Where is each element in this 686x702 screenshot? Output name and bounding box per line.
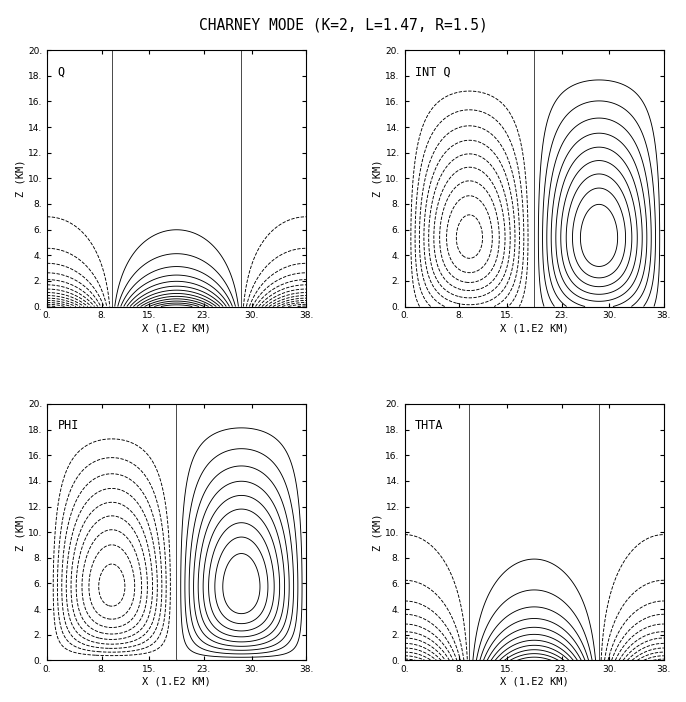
Y-axis label: Z (KM): Z (KM)	[15, 513, 25, 551]
Y-axis label: Z (KM): Z (KM)	[372, 159, 383, 197]
X-axis label: X (1.E2 KM): X (1.E2 KM)	[142, 323, 211, 333]
Text: CHARNEY MODE (K=2, L=1.47, R=1.5): CHARNEY MODE (K=2, L=1.47, R=1.5)	[199, 18, 487, 32]
Y-axis label: Z (KM): Z (KM)	[15, 159, 25, 197]
X-axis label: X (1.E2 KM): X (1.E2 KM)	[500, 677, 569, 687]
Y-axis label: Z (KM): Z (KM)	[372, 513, 383, 551]
Text: PHI: PHI	[58, 419, 79, 432]
X-axis label: X (1.E2 KM): X (1.E2 KM)	[500, 323, 569, 333]
Text: Q: Q	[58, 65, 64, 79]
X-axis label: X (1.E2 KM): X (1.E2 KM)	[142, 677, 211, 687]
Text: INT Q: INT Q	[415, 65, 451, 79]
Text: THTA: THTA	[415, 419, 444, 432]
